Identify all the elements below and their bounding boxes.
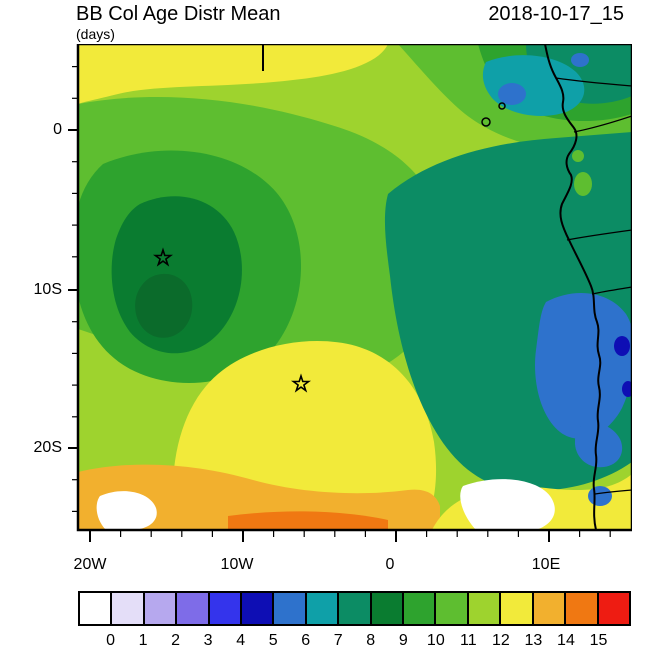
contour-map bbox=[68, 44, 632, 542]
colorbar-tick-label: 7 bbox=[333, 632, 343, 649]
region-gold-south-band bbox=[78, 464, 440, 530]
star-markers bbox=[152, 247, 312, 393]
colorbar-cell-14 bbox=[533, 593, 567, 624]
colorbar-tick-label: 9 bbox=[398, 632, 408, 649]
y-tick-label-10s: 10S bbox=[33, 281, 62, 298]
region-blue-coastal bbox=[535, 292, 632, 439]
region-yellow-north-band bbox=[78, 44, 388, 104]
region-dark-blue-spot bbox=[614, 336, 630, 356]
colorbar-cell-13 bbox=[501, 593, 534, 624]
country-border-1 bbox=[555, 77, 632, 87]
colorbar-tick-label: 8 bbox=[366, 632, 376, 649]
map-frame bbox=[76, 44, 632, 532]
star-marker-west bbox=[152, 247, 174, 267]
colorbar-tick-label: 12 bbox=[491, 632, 510, 649]
region-blue-spot-ne bbox=[498, 83, 526, 105]
country-border-4 bbox=[591, 286, 632, 295]
colorbar-tick-label: 13 bbox=[524, 632, 543, 649]
country-border-2 bbox=[573, 115, 632, 133]
colorbar-labels: 0 1 2 3 4 5 6 7 8 9 10 11 12 13 14 15 bbox=[78, 632, 631, 654]
colorbar-cell-5 bbox=[242, 593, 275, 624]
island-principe bbox=[498, 102, 506, 110]
colorbar-tick-label: 10 bbox=[426, 632, 445, 649]
region-white-patch-west bbox=[96, 491, 157, 530]
colorbar-cell-9 bbox=[371, 593, 405, 624]
axis-ticks-left bbox=[68, 66, 78, 512]
colorbar-cell-15 bbox=[566, 593, 599, 624]
colorbar-cell-0 bbox=[80, 593, 113, 624]
coastline bbox=[544, 44, 602, 530]
y-tick-label-20s: 20S bbox=[33, 439, 62, 456]
colorbar-cell-12 bbox=[468, 593, 502, 624]
region-dark-blue-spot2 bbox=[622, 381, 632, 397]
x-tick-label-10w: 10W bbox=[220, 556, 254, 573]
region-orange-south-strip bbox=[228, 511, 388, 530]
region-land-blue-spot bbox=[588, 486, 612, 506]
star-marker-central bbox=[290, 373, 312, 393]
region-dark-green-core bbox=[135, 273, 193, 338]
colorbar-tick-label: 15 bbox=[589, 632, 608, 649]
colorbar-tick-label: 6 bbox=[301, 632, 311, 649]
x-tick-label-0: 0 bbox=[385, 556, 395, 573]
island-sao-tome bbox=[481, 117, 491, 127]
y-tick-label-0: 0 bbox=[53, 121, 62, 138]
colorbar-cell-10 bbox=[404, 593, 437, 624]
colorbar-tick-label: 11 bbox=[460, 632, 477, 649]
x-tick-label-20w: 20W bbox=[73, 556, 107, 573]
plot-timestamp: 2018-10-17_15 bbox=[488, 3, 624, 25]
colorbar-cell-7 bbox=[306, 593, 340, 624]
filled-contours bbox=[78, 44, 632, 530]
colorbar-cell-6 bbox=[274, 593, 307, 624]
colorbar-tick-label: 1 bbox=[138, 632, 148, 649]
country-border-3 bbox=[566, 229, 632, 241]
region-white-patch-east bbox=[460, 479, 555, 530]
geography-lines bbox=[262, 44, 632, 530]
colorbar-cell-11 bbox=[436, 593, 469, 624]
region-blue-coastal-south bbox=[575, 423, 623, 468]
region-blue-spot-ne2 bbox=[571, 53, 589, 67]
country-border-5 bbox=[594, 489, 632, 495]
colorbar-tick-label: 4 bbox=[236, 632, 246, 649]
x-tick-label-10e: 10E bbox=[531, 556, 561, 573]
colorbar-tick-label: 3 bbox=[203, 632, 213, 649]
plot-units-label: (days) bbox=[76, 26, 115, 42]
colorbar-cell-3 bbox=[177, 593, 210, 624]
colorbar-cell-2 bbox=[144, 593, 178, 624]
axis-ticks-bottom bbox=[89, 530, 611, 542]
colorbar-cell-16 bbox=[598, 593, 629, 624]
colorbar-tick-label: 0 bbox=[106, 632, 115, 649]
colorbar-tick-label: 14 bbox=[557, 632, 575, 649]
colorbar-cell-1 bbox=[112, 593, 145, 624]
colorbar-tick-label: 5 bbox=[268, 632, 278, 649]
colorbar-tick-label: 2 bbox=[171, 632, 181, 649]
region-land-green-spot bbox=[574, 172, 592, 196]
colorbar-cell-8 bbox=[339, 593, 372, 624]
colorbar-cell-4 bbox=[209, 593, 243, 624]
colorbar bbox=[78, 591, 631, 626]
plot-title: BB Col Age Distr Mean bbox=[76, 3, 281, 25]
region-land-green-spot2 bbox=[572, 150, 584, 162]
